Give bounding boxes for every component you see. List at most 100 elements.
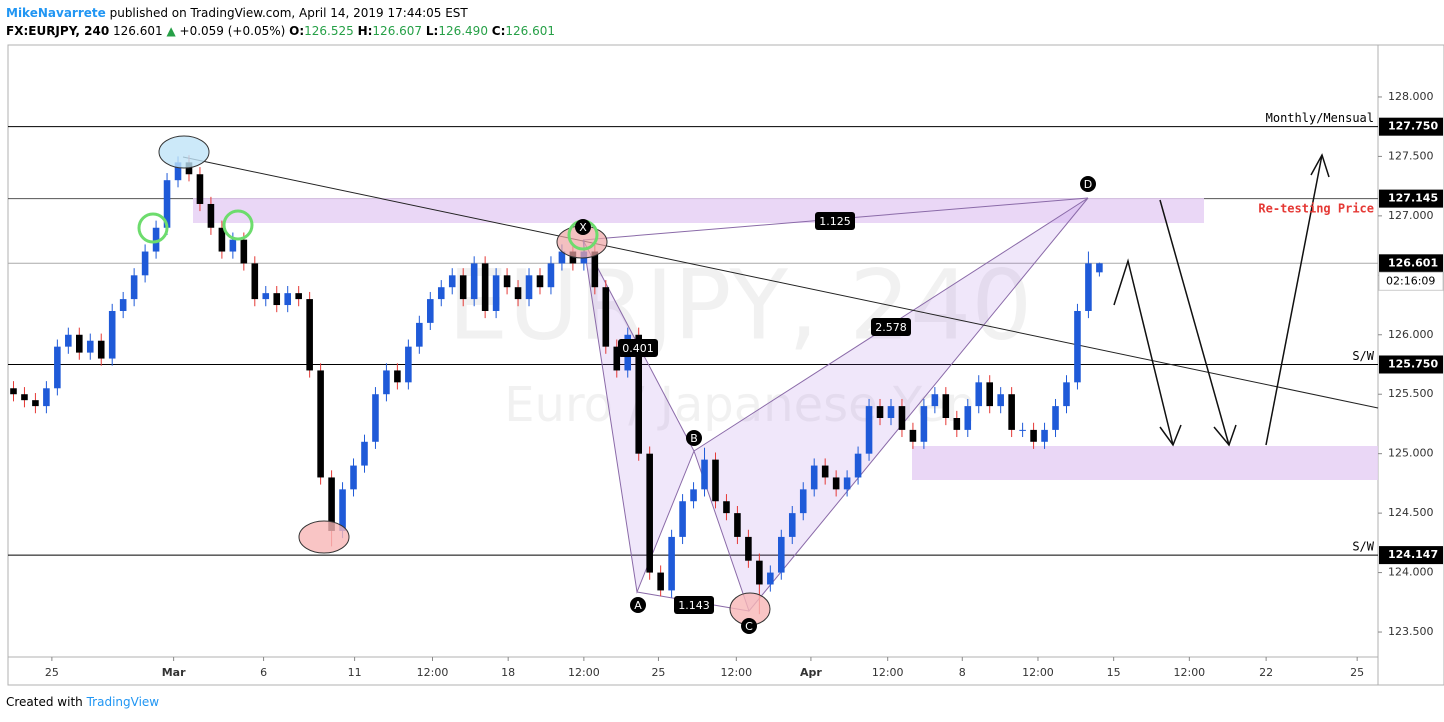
y-tick-label: 124.000 [1388,566,1434,579]
candle-body [65,334,72,347]
candle-body [152,227,160,252]
x-tick-label: 12:00 [568,666,600,679]
candle-body [558,251,566,264]
ratio-badge [618,339,658,357]
arrows [1113,153,1330,447]
candle-body [536,275,544,288]
candle-body [1041,429,1048,442]
candle-body [119,299,127,311]
ratio-label: 1.143 [678,599,710,612]
candle-body [163,180,171,228]
arrow-head [1159,424,1182,447]
candle-body [953,418,961,430]
candle-body [514,287,522,300]
brand[interactable]: TradingView [86,695,160,709]
candle-body [1063,382,1070,407]
level-tag-label: 125.750 [1388,357,1438,370]
level-tag [1379,117,1443,136]
x-tick-label: 15 [1107,666,1121,679]
footer: Created with TradingView [6,695,159,709]
candle-body [10,388,17,395]
level-note: Monthly/Mensual [1266,111,1374,125]
candle-body [492,275,500,311]
x-tick-label: 6 [260,666,267,679]
chart: EURJPY, 240 Euro / Japanese Yen Monthly/… [7,44,1444,686]
point-label: C [745,620,753,633]
candle-body [668,536,675,591]
candle-body [920,406,928,442]
candle-body [108,310,116,359]
x-tick-label: 22 [1259,666,1273,679]
arrow-head [1310,153,1330,178]
candle-body [602,287,610,347]
x-tick-label: 12:00 [720,666,752,679]
candle-body [481,263,489,311]
level-tag-label: 126.601 [1388,256,1438,269]
point-label: B [690,432,698,445]
candle-body [635,334,642,454]
candle-body [591,251,599,288]
candle-body [229,239,237,252]
level-tag [1379,355,1443,374]
candle-body [97,340,105,359]
x-tick-label: 12:00 [1173,666,1205,679]
candle-body [32,400,39,407]
x-tick-label: 12:00 [1022,666,1054,679]
candle-body [909,429,917,442]
candle-body [876,406,884,419]
ratio-badge [871,318,911,336]
y-tick-label: 127.000 [1388,209,1434,222]
arrow-head [1213,424,1237,447]
candle-body [383,370,390,395]
shoulder-circle [222,209,254,241]
frame [7,44,1444,686]
level-tag [1379,254,1443,273]
candle-body [723,501,730,514]
candle-body [196,174,204,204]
arrow: ▲ [166,24,176,38]
candle-body [931,394,939,407]
y-tick-label: 127.500 [1388,149,1434,162]
point-badge [630,597,646,613]
candle-body [788,513,796,537]
header: MikeNavarrete published on TradingView.c… [6,4,555,40]
candle-body [437,287,445,300]
candle-body [459,275,467,300]
candle-body [1085,263,1092,311]
candle-body [251,263,259,300]
candle-body [854,453,862,478]
candle-body [657,572,664,591]
candle-body [427,299,434,323]
candle-body [810,465,818,490]
candle-body [416,322,423,347]
candle-body [1008,394,1015,430]
x-tick-label: 8 [959,666,966,679]
ratio-badge [815,212,855,230]
h: 126.607 [372,24,423,38]
ratio-label: 1.125 [819,215,851,228]
candle-body [964,406,972,430]
created: Created with [6,695,83,709]
candle-body [865,406,873,454]
author[interactable]: MikeNavarrete [6,6,106,20]
candle-body [832,477,840,490]
target-zone [912,446,1378,480]
candle-body [339,489,346,531]
level-note: S/W [1352,540,1374,554]
point-badge [686,430,702,446]
level-tag-label: 124.147 [1388,548,1438,561]
candle-body [284,293,291,306]
point-badge [1080,176,1096,192]
x-tick-label: 25 [651,666,665,679]
candle-body [1074,310,1081,383]
candle-body [185,162,193,175]
candle-body [734,513,741,537]
candle-body [767,572,774,585]
candle-body [1052,406,1059,430]
o: 126.525 [304,24,354,38]
candle-body [350,465,357,490]
candle-body [898,406,906,430]
top-ellipse [158,135,210,169]
candle-body [141,251,149,276]
candle-body [843,477,851,490]
